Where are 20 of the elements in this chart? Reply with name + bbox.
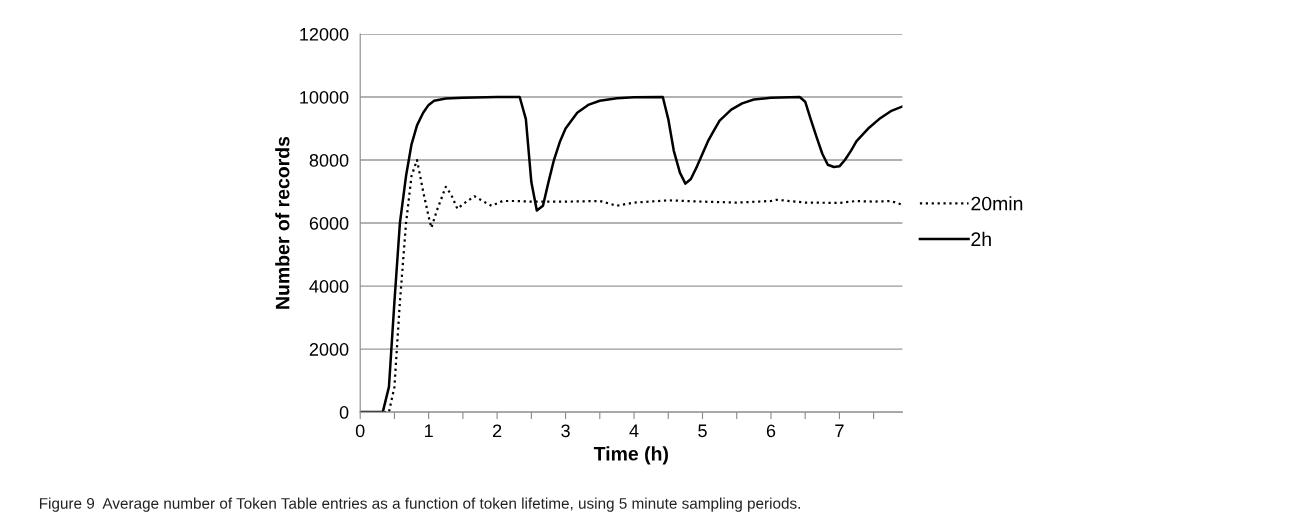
x-tick-label: 4: [629, 424, 639, 438]
x-tick-label: 2: [493, 424, 502, 438]
x-axis-title: Time (h): [593, 446, 668, 465]
legend-label: 20min: [971, 196, 1023, 211]
y-tick-label: 0: [339, 406, 349, 419]
legend-label: 2h: [971, 231, 991, 246]
y-axis-title: Number of records: [275, 136, 290, 309]
y-tick-label: 6000: [309, 216, 349, 230]
y-tick-label: 2000: [309, 343, 349, 356]
y-tick-label: 8000: [309, 153, 349, 167]
x-tick-label: 7: [835, 424, 844, 438]
x-tick-label: 1: [425, 424, 433, 438]
x-tick-label: 0: [355, 424, 365, 438]
y-tick-label: 4000: [309, 280, 349, 293]
y-tick-label: 12000: [300, 27, 349, 41]
caption: Figure 9 Average number of Token Table entries as a function of token lifetime, using 5 minute sampling periods.: [39, 497, 800, 512]
x-tick-label: 6: [766, 424, 776, 438]
x-tick-label: 3: [561, 424, 570, 438]
x-tick-label: 5: [698, 424, 707, 438]
y-tick-label: 10000: [300, 90, 349, 104]
